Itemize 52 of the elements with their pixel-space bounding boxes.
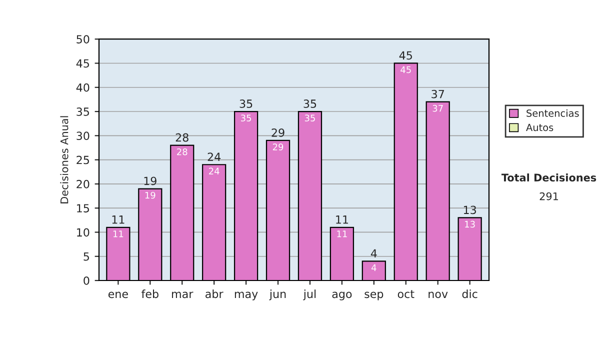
y-tick-label: 45 xyxy=(76,59,89,68)
total-label: 4 xyxy=(370,249,377,258)
text: Total Decisiones xyxy=(501,173,596,182)
total-label: 29 xyxy=(272,128,284,137)
y-tick-label: 0 xyxy=(84,276,90,285)
total-label: 11 xyxy=(336,216,348,224)
total-label: 28 xyxy=(176,133,188,142)
y-axis-title: Decisiones Anual xyxy=(60,116,68,204)
x-tick-label: may xyxy=(234,292,258,300)
data-label: 11 xyxy=(113,230,124,238)
data-label: 35 xyxy=(240,114,252,122)
data-label: 45 xyxy=(400,66,411,74)
data-label: 37 xyxy=(432,104,443,112)
data-label: 11 xyxy=(337,230,347,238)
total-label: 13 xyxy=(464,206,476,214)
y-tick-label: 20 xyxy=(76,180,90,188)
total-label: 19 xyxy=(144,176,156,186)
y-tick-label: 5 xyxy=(84,252,89,261)
x-tick-label: oct xyxy=(398,290,414,298)
data-label: 35 xyxy=(304,114,315,122)
total-label: 35 xyxy=(240,100,252,108)
x-tick-label: jul xyxy=(303,290,316,300)
total-label: 37 xyxy=(432,90,444,98)
x-tick-label: sep xyxy=(364,292,384,300)
x-tick-label: mar xyxy=(172,292,194,298)
y-tick-label: 40 xyxy=(76,83,90,92)
total-label: 45 xyxy=(399,51,412,60)
data-label: 29 xyxy=(272,144,284,150)
x-tick-label: jun xyxy=(269,290,286,300)
data-label: 28 xyxy=(177,148,188,156)
x-tick-label: ago xyxy=(332,292,352,300)
y-tick-label: 35 xyxy=(76,107,89,116)
y-tick-label: 30 xyxy=(76,132,90,140)
y-tick-label: 50 xyxy=(76,35,90,44)
data-label: 24 xyxy=(209,168,220,174)
x-tick-label: feb xyxy=(142,290,158,298)
y-tick-label: 10 xyxy=(77,228,90,237)
text: 291 xyxy=(540,192,558,200)
total-label: 35 xyxy=(304,100,316,108)
y-tick-label: 15 xyxy=(77,204,89,212)
x-tick-label: ene xyxy=(108,292,128,298)
legend-label: Autos xyxy=(526,124,554,132)
legend-label: Sentencias xyxy=(526,109,579,117)
x-tick-label: nov xyxy=(428,292,448,298)
total-label: 24 xyxy=(208,152,221,161)
x-tick-label: abr xyxy=(206,290,224,298)
total-label: 11 xyxy=(112,216,124,224)
data-label: 13 xyxy=(465,220,475,228)
data-label: 19 xyxy=(145,192,156,199)
x-tick-label: dic xyxy=(462,290,478,298)
y-tick-label: 25 xyxy=(76,156,89,164)
data-label: 4 xyxy=(371,264,376,271)
